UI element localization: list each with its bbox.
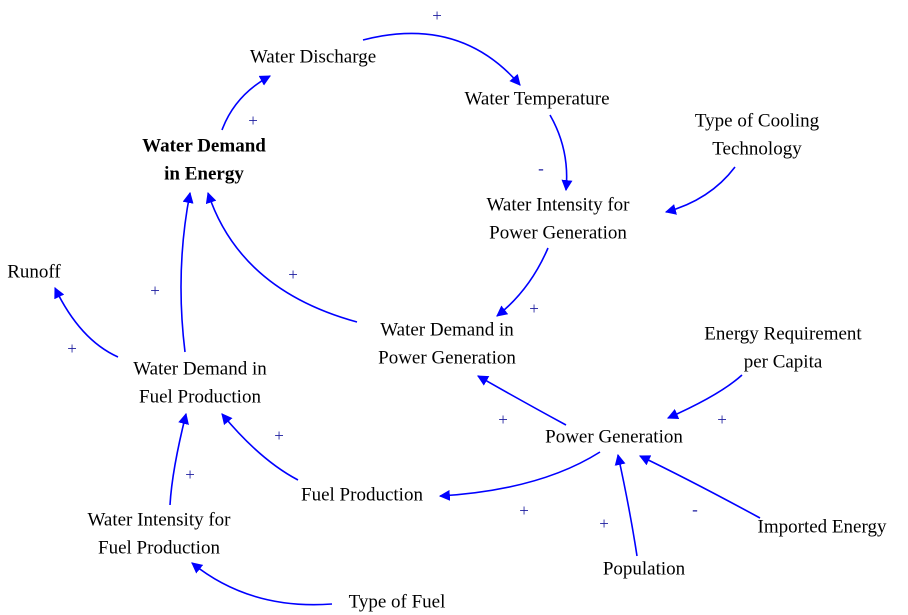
node-label: Water Intensity for bbox=[87, 509, 231, 530]
node-label: Water Temperature bbox=[464, 88, 609, 109]
node-label: Type of Cooling bbox=[695, 110, 820, 131]
arrow bbox=[664, 166, 736, 215]
polarity-sign: + bbox=[288, 265, 298, 284]
polarity-sign: + bbox=[529, 299, 539, 318]
node-label: Type of Fuel bbox=[349, 591, 446, 612]
node-label: Technology bbox=[712, 138, 802, 159]
node-label: Energy Requirement bbox=[704, 323, 862, 344]
labels: Water Discharge Water Temperature Type of … bbox=[7, 6, 887, 612]
arrow bbox=[205, 191, 358, 323]
polarity-sign: - bbox=[692, 500, 698, 519]
node-label: Fuel Production bbox=[139, 386, 261, 407]
node-label: Water Demand in bbox=[380, 319, 514, 340]
arrow bbox=[639, 455, 761, 519]
arrow bbox=[221, 75, 271, 131]
arrows bbox=[54, 32, 761, 606]
node-label: Water Intensity for bbox=[486, 194, 630, 215]
polarity-sign: + bbox=[150, 281, 160, 300]
polarity-sign: + bbox=[274, 426, 284, 445]
polarity-sign: + bbox=[185, 465, 195, 484]
node-label: Imported Energy bbox=[758, 516, 887, 537]
arrow bbox=[496, 247, 549, 317]
arrow bbox=[477, 375, 567, 426]
node-label: Runoff bbox=[7, 261, 61, 282]
node-label: Water Demand in bbox=[133, 358, 267, 379]
node-label: Water Demand bbox=[142, 135, 266, 156]
node-label: Fuel Production bbox=[98, 537, 220, 558]
polarity-sign: - bbox=[538, 159, 544, 178]
arrow bbox=[666, 374, 743, 420]
arrow bbox=[362, 32, 521, 86]
node-label: Power Generation bbox=[545, 426, 683, 447]
node-label: Water Discharge bbox=[250, 46, 376, 67]
arrow bbox=[549, 114, 573, 192]
node-label: in Energy bbox=[164, 163, 244, 184]
polarity-sign: + bbox=[67, 339, 77, 358]
node-label: Power Generation bbox=[378, 347, 516, 368]
polarity-sign: + bbox=[248, 111, 258, 130]
node-label: Population bbox=[603, 558, 686, 579]
node-label: per Capita bbox=[744, 351, 823, 372]
arrow bbox=[180, 191, 194, 353]
polarity-sign: + bbox=[432, 6, 442, 25]
arrow bbox=[169, 412, 189, 506]
arrow bbox=[221, 413, 299, 481]
arrow bbox=[438, 451, 601, 501]
arrow bbox=[191, 562, 333, 606]
polarity-sign: + bbox=[717, 410, 727, 429]
arrow bbox=[614, 453, 638, 557]
node-label: Fuel Production bbox=[301, 484, 423, 505]
polarity-sign: + bbox=[599, 514, 609, 533]
polarity-sign: + bbox=[519, 501, 529, 520]
arrow bbox=[54, 287, 119, 358]
node-label: Power Generation bbox=[489, 222, 627, 243]
polarity-sign: + bbox=[498, 410, 508, 429]
